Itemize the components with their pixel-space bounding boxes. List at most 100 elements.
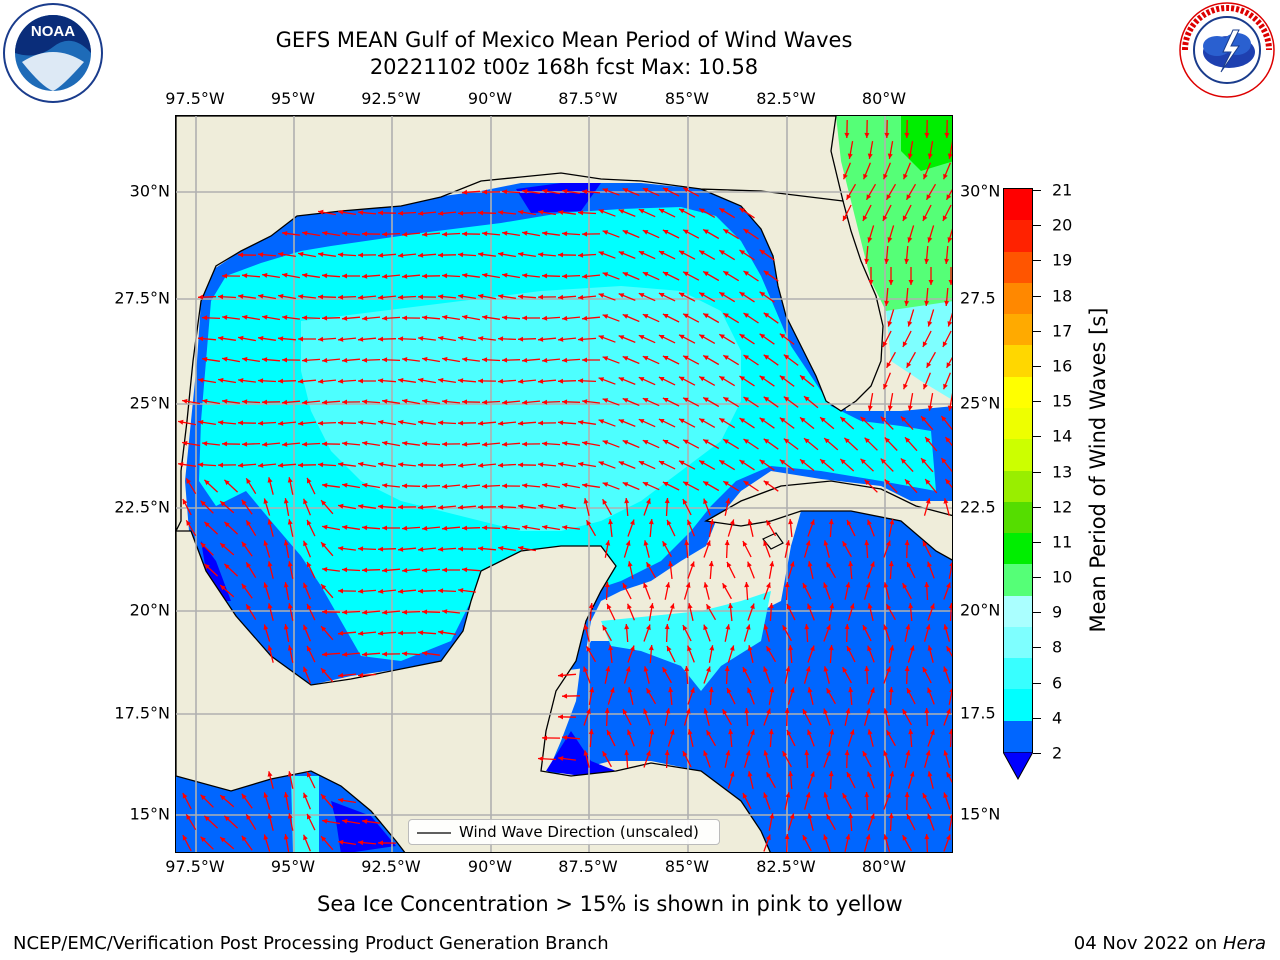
legend-label: Wind Wave Direction (unscaled) [459, 823, 699, 841]
wind-wave-arrowhead [307, 561, 312, 568]
pacific-cyan-patch [291, 776, 319, 852]
colorbar-tick-label: 20 [1052, 215, 1073, 235]
wind-wave-arrowhead [922, 341, 928, 347]
wind-wave-arrowhead [378, 378, 384, 384]
wind-wave-arrowhead [646, 688, 652, 694]
wind-wave-arrowhead [462, 567, 468, 573]
wind-wave-arrowhead [608, 519, 613, 525]
wind-wave-arrowhead [478, 546, 484, 552]
noaa-text: NOAA [31, 23, 75, 40]
wind-wave-arrowhead [478, 378, 483, 384]
wind-wave-arrowhead [638, 251, 645, 256]
wind-wave-arrowhead [638, 209, 645, 214]
wind-wave-arrowhead [602, 356, 609, 361]
wind-wave-arrowhead [646, 750, 651, 757]
wind-wave-arrowhead [538, 336, 544, 342]
wind-wave-arrowhead [687, 603, 693, 609]
wind-wave-arrowhead [458, 546, 463, 552]
wind-wave-arrowhead [418, 294, 423, 300]
wind-wave-arrowhead [906, 688, 912, 694]
wind-wave-arrowhead [583, 498, 589, 504]
wind-wave-arrowhead [303, 792, 308, 799]
wind-wave-arrowhead [679, 460, 685, 466]
wind-wave-arrowhead [558, 378, 564, 384]
wind-wave-arrowhead [462, 314, 468, 320]
wind-wave-arrowhead [322, 230, 328, 236]
wind-wave-arrowhead [927, 153, 933, 159]
wind-wave-arrowhead [848, 813, 854, 819]
wind-wave-arrowhead [502, 399, 508, 405]
wind-wave-arrowhead [242, 273, 248, 279]
wind-wave-arrowhead [923, 383, 928, 390]
wind-wave-arrowhead [703, 397, 709, 403]
wind-wave-arrowhead [618, 419, 625, 424]
wind-wave-arrowhead [222, 315, 228, 320]
wind-wave-arrowhead [342, 231, 348, 237]
wind-wave-arrowhead [904, 792, 910, 798]
wind-wave-arrowhead [602, 272, 609, 277]
wind-wave-arrowhead [642, 482, 649, 487]
wind-wave-arrowhead [287, 477, 293, 483]
wind-wave-arrowhead [902, 583, 908, 589]
wind-wave-arrowhead [886, 362, 892, 368]
wind-wave-arrowhead [699, 250, 705, 256]
wind-wave-arrowhead [442, 356, 448, 362]
wind-wave-arrowhead [627, 729, 632, 736]
wind-wave-arrowhead [888, 687, 894, 693]
wind-wave-arrowhead [518, 420, 524, 426]
wind-wave-arrowhead [941, 458, 947, 464]
wind-wave-arrowhead [518, 462, 524, 468]
wind-wave-arrowhead [828, 519, 834, 525]
wind-wave-arrowhead [321, 626, 327, 632]
wind-wave-arrowhead [262, 357, 268, 363]
wind-wave-arrowhead [202, 356, 208, 362]
wind-wave-arrowhead [804, 750, 810, 756]
wind-wave-arrowhead [482, 441, 488, 447]
wind-wave-arrowhead [905, 437, 911, 443]
wind-wave-arrowhead [759, 459, 766, 465]
colorbar-tick-mark [1033, 471, 1041, 473]
wind-wave-arrowhead [622, 356, 629, 361]
wind-wave-arrowhead [558, 294, 564, 300]
wind-wave-arrowhead [927, 813, 932, 820]
wind-wave-arrowhead [298, 378, 304, 384]
wind-wave-arrowhead [883, 173, 888, 180]
wind-wave-arrowhead [302, 441, 308, 447]
colorbar-extend-arrow [1003, 752, 1033, 780]
wind-wave-arrowhead [867, 603, 873, 609]
wind-wave-arrowhead [542, 315, 548, 321]
wind-wave-arrowhead [322, 357, 328, 363]
wind-wave-arrowhead [582, 231, 587, 237]
wind-wave-arrowhead [422, 525, 428, 531]
wind-wave-arrowhead [586, 520, 592, 526]
wind-wave-arrowhead [398, 630, 403, 636]
wind-wave-arrowhead [699, 292, 705, 298]
wind-wave-arrowhead [482, 314, 488, 320]
wind-wave-arrowhead [638, 419, 645, 424]
wind-wave-arrowhead [321, 542, 327, 548]
wind-wave-arrowhead [482, 357, 488, 363]
wind-wave-arrowhead [478, 293, 484, 299]
wind-wave-arrowhead [578, 294, 584, 300]
wind-wave-arrowhead [598, 293, 605, 298]
wind-wave-arrowhead [820, 459, 826, 465]
wind-wave-arrowhead [844, 624, 850, 630]
wind-wave-arrowhead [763, 396, 770, 402]
wind-wave-arrowhead [322, 315, 328, 321]
map-canvas [176, 116, 952, 852]
wind-wave-arrowhead [462, 273, 468, 278]
wind-wave-arrowhead [658, 293, 665, 298]
wind-wave-arrowhead [303, 582, 308, 589]
colorbar-segment [1004, 563, 1032, 596]
wind-wave-arrowhead [789, 687, 795, 693]
wind-wave-arrowhead [462, 483, 468, 489]
wind-wave-arrowhead [743, 271, 749, 276]
colorbar-segment [1004, 626, 1032, 659]
wind-wave-arrowhead [422, 441, 428, 447]
wind-wave-arrowhead [478, 336, 484, 341]
wind-wave-arrowhead [422, 315, 428, 321]
wind-wave-arrowhead [502, 441, 508, 447]
wind-wave-arrowhead [945, 479, 951, 485]
wind-wave-arrowhead [186, 814, 191, 820]
wind-wave-arrowhead [802, 709, 808, 715]
